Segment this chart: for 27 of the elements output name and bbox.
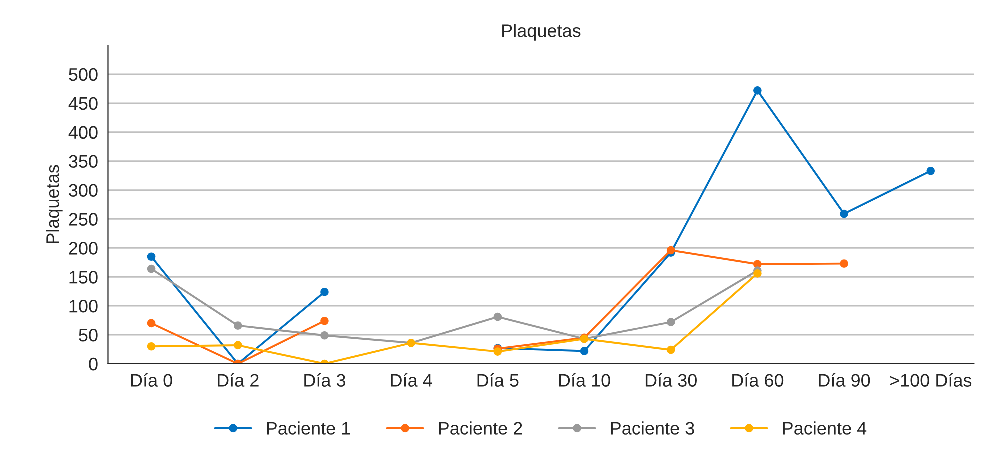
legend-label: Paciente 1	[267, 422, 350, 435]
y-tick-label: 350	[69, 155, 98, 168]
x-tick-label: Día 2	[218, 374, 259, 387]
y-tick-label: 200	[69, 242, 98, 255]
y-tick-label: 100	[70, 300, 98, 313]
x-tick-label: Día 0	[131, 374, 172, 387]
x-tick-label: Día 90	[819, 374, 870, 387]
y-tick-label: 50	[79, 328, 98, 342]
x-tick-label: Día 5	[478, 374, 519, 387]
legend-label: Paciente 2	[439, 422, 522, 435]
y-tick-label: 500	[69, 68, 98, 82]
y-tick-label: 0	[89, 358, 98, 371]
y-tick-label: 400	[68, 126, 98, 140]
x-tick-label: Día 60	[732, 374, 784, 387]
legend-label: Paciente 3	[611, 422, 694, 435]
x-tick-label: Día 10	[559, 374, 610, 387]
x-tick-label: Día 30	[646, 374, 697, 387]
y-tick-label: 150	[70, 271, 98, 284]
y-tick-label: 300	[69, 184, 98, 197]
legend-label: Paciente 4	[783, 422, 867, 435]
x-tick-label: Día 3	[304, 374, 346, 387]
y-tick-label: 250	[69, 213, 98, 226]
y-tick-label: 450	[68, 97, 98, 110]
y-axis-title: Plaquetas	[46, 165, 63, 244]
x-tick-label: Día 4	[391, 374, 432, 387]
chart-title: Plaquetas	[502, 24, 581, 41]
x-tick-label: >100 Días	[890, 374, 972, 387]
